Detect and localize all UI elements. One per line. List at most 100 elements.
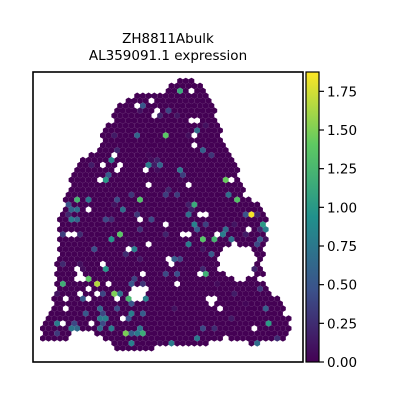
spot-hexagon (94, 201, 100, 208)
spot-hexagon (182, 325, 189, 332)
spot-hexagon (165, 295, 172, 302)
spot-hexagon (245, 305, 252, 312)
spot-hexagon (97, 186, 103, 194)
spot-hexagon (82, 211, 89, 218)
spot-hexagon (65, 250, 72, 258)
spot-hexagon (137, 166, 143, 174)
spot-hexagon (142, 216, 149, 223)
spot-hexagon (125, 315, 132, 322)
spot-hexagon (154, 236, 160, 243)
spot-hexagon (85, 255, 92, 263)
spot-hexagon (211, 186, 218, 194)
spot-hexagon (182, 156, 189, 164)
spot-hexagon (211, 245, 218, 253)
spot-hexagon (125, 107, 132, 114)
spot-hexagon (128, 142, 135, 149)
spot-hexagon (251, 265, 258, 273)
spot-hexagon (160, 137, 166, 144)
spot-hexagon (217, 315, 223, 322)
spot-hexagon (162, 92, 169, 100)
spot-hexagon (174, 241, 180, 248)
spot-hexagon (182, 226, 189, 233)
spot-hexagon (231, 280, 238, 288)
spot-hexagon (171, 156, 178, 164)
spot-hexagon (202, 201, 209, 208)
spot-hexagon (211, 137, 218, 144)
spot-hexagon (228, 156, 235, 164)
spot-hexagon (260, 250, 266, 258)
spot-hexagon (234, 226, 241, 233)
spot-hexagon (265, 330, 272, 337)
spot-hexagon (131, 156, 138, 164)
spot-hexagon (251, 275, 258, 283)
spot-hexagon (162, 211, 169, 218)
spot-hexagon (142, 305, 149, 312)
spot-hexagon (177, 196, 183, 203)
spot-hexagon (65, 280, 72, 288)
spot-hexagon (171, 265, 178, 273)
spot-hexagon (82, 221, 89, 228)
spot-hexagon (125, 216, 132, 223)
spot-hexagon (205, 216, 212, 223)
spot-hexagon (194, 196, 200, 203)
spot-hexagon (257, 335, 263, 342)
spot-hexagon (154, 137, 160, 144)
spot-hexagon (200, 137, 206, 144)
spot-hexagon (100, 300, 106, 307)
spot-hexagon (197, 231, 203, 238)
spot-hexagon (260, 300, 266, 307)
spot-hexagon (228, 186, 235, 194)
spot-hexagon (174, 300, 180, 307)
spot-hexagon (168, 122, 175, 129)
spot-hexagon (220, 320, 226, 327)
spot-hexagon (177, 127, 183, 134)
spot-hexagon (205, 176, 212, 184)
spot-hexagon (65, 320, 72, 327)
spot-hexagon (234, 305, 241, 312)
spot-hexagon (240, 186, 246, 194)
spot-hexagon (100, 221, 106, 228)
spot-hexagon (217, 275, 223, 283)
spot-hexagon (125, 156, 132, 164)
spot-hexagon (60, 221, 66, 228)
spot-hexagon (100, 231, 106, 238)
spot-hexagon (185, 320, 192, 327)
spot-hexagon (260, 310, 266, 317)
spot-hexagon (251, 236, 258, 243)
spot-hexagon (234, 166, 241, 174)
spot-hexagon (91, 295, 98, 302)
spot-hexagon (200, 146, 206, 154)
spot-hexagon (111, 290, 118, 298)
spot-hexagon (237, 201, 243, 208)
spot-hexagon (151, 340, 158, 347)
spot-hexagon (197, 92, 203, 100)
spot-hexagon (177, 245, 183, 253)
spot-hexagon (134, 270, 140, 278)
spot-hexagon (148, 236, 155, 243)
spot-hexagon (211, 127, 218, 134)
spot-hexagon (151, 231, 158, 238)
spot-hexagon (160, 305, 166, 312)
spot-hexagon (177, 176, 183, 184)
spot-hexagon (194, 295, 200, 302)
spot-hexagon (177, 206, 183, 213)
spot-hexagon (254, 340, 261, 347)
spot-hexagon (160, 97, 166, 105)
spot-hexagon (257, 206, 263, 213)
spot-hexagon (257, 265, 263, 273)
spot-hexagon (208, 132, 215, 139)
spot-hexagon (191, 82, 198, 90)
spot-hexagon (131, 236, 138, 243)
spot-hexagon (194, 226, 200, 233)
spot-hexagon (117, 151, 123, 159)
spot-hexagon (145, 290, 152, 298)
spot-hexagon (142, 275, 149, 283)
spot-hexagon (60, 211, 66, 218)
spot-hexagon (180, 191, 186, 199)
spot-hexagon (111, 221, 118, 228)
spot-hexagon (231, 320, 238, 327)
spot-hexagon (91, 265, 98, 273)
spot-hexagon (194, 107, 200, 114)
spot-hexagon (177, 315, 183, 322)
spot-hexagon (191, 171, 198, 179)
